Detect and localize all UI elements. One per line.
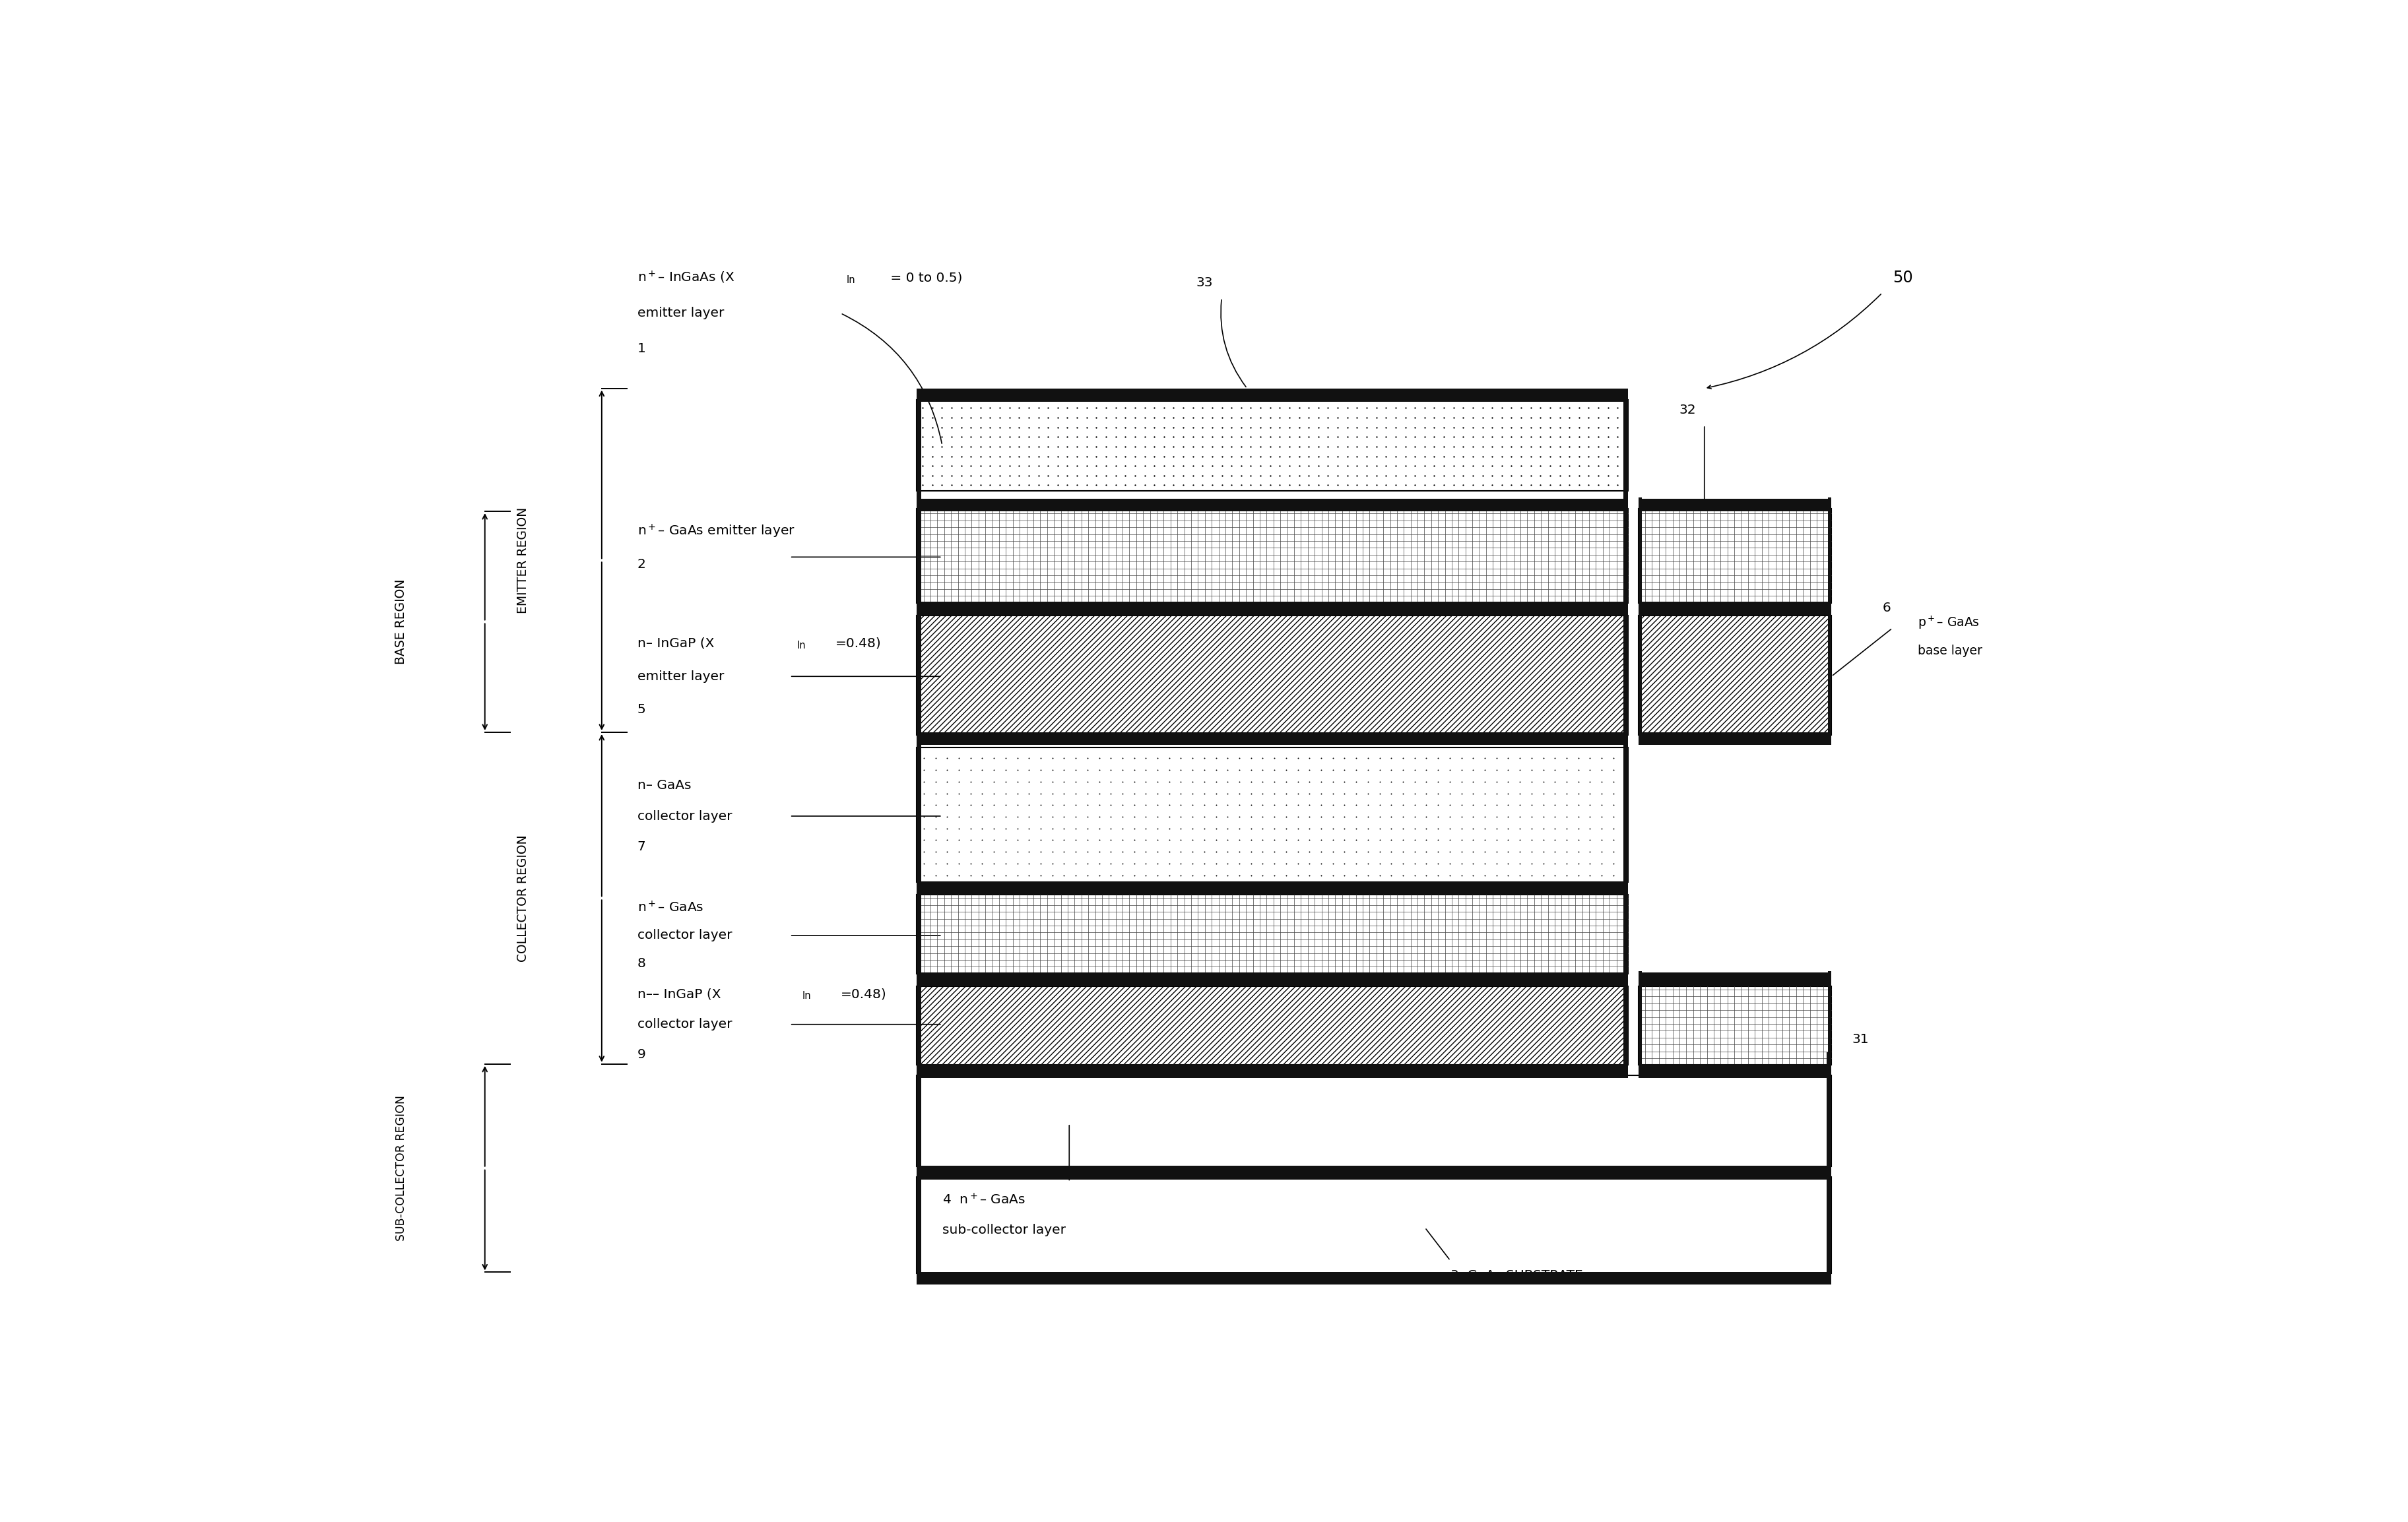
Text: emitter layer: emitter layer [638, 670, 725, 683]
Bar [1637, 603, 1642, 744]
Text: base layer: base layer [1917, 645, 1982, 658]
Text: n$^+$– GaAs emitter layer: n$^+$– GaAs emitter layer [638, 524, 795, 540]
Text: 32: 32 [1678, 403, 1695, 416]
Text: BASE REGION: BASE REGION [395, 580, 407, 665]
Bar [1637, 1064, 1832, 1078]
Bar [917, 1052, 922, 1285]
Text: 6: 6 [1883, 601, 1890, 613]
Bar [1828, 498, 1832, 615]
Bar [917, 508, 1628, 603]
Text: 4  n$^+$– GaAs: 4 n$^+$– GaAs [942, 1193, 1026, 1207]
Text: In: In [797, 641, 807, 650]
Bar [917, 747, 1628, 883]
Text: 33: 33 [1197, 277, 1214, 289]
Text: 1: 1 [638, 342, 645, 355]
Text: p$^+$– GaAs: p$^+$– GaAs [1917, 615, 1979, 632]
Text: 8: 8 [638, 957, 645, 970]
Bar [1828, 603, 1832, 744]
Bar [1637, 741, 1832, 744]
Text: 5: 5 [638, 703, 645, 715]
Bar [917, 1075, 1832, 1167]
Bar [917, 1166, 1832, 1180]
Bar [917, 1272, 1832, 1285]
Bar [917, 615, 1628, 735]
Bar [1637, 615, 1832, 735]
Text: In: In [848, 275, 855, 285]
Bar [917, 1272, 1832, 1285]
Text: 7: 7 [638, 840, 645, 852]
Text: emitter layer: emitter layer [638, 307, 725, 320]
Text: n– InGaP (X: n– InGaP (X [638, 638, 715, 650]
Text: EMITTER REGION: EMITTER REGION [518, 507, 530, 613]
Text: n$^+$– InGaAs (X: n$^+$– InGaAs (X [638, 269, 734, 285]
Text: = 0 to 0.5): = 0 to 0.5) [886, 271, 963, 285]
Text: n$^+$– GaAs: n$^+$– GaAs [638, 901, 703, 915]
Text: 2: 2 [638, 559, 645, 571]
Bar [1637, 732, 1832, 744]
Bar [1828, 971, 1832, 1078]
Bar [1637, 971, 1642, 1078]
Bar [917, 400, 1628, 492]
Bar [1637, 612, 1832, 615]
Text: 3  GaAs SUBSTRATE: 3 GaAs SUBSTRATE [1450, 1269, 1582, 1282]
Bar [1637, 601, 1832, 615]
Bar [1828, 1052, 1832, 1285]
Text: SUB-COLLECTOR REGION: SUB-COLLECTOR REGION [395, 1096, 407, 1240]
Text: =0.48): =0.48) [836, 638, 881, 650]
Text: In: In [802, 991, 811, 1000]
Text: =0.48): =0.48) [840, 988, 886, 1000]
Bar [1637, 601, 1832, 615]
Bar [917, 388, 922, 1065]
Bar [1637, 499, 1832, 511]
Text: collector layer: collector layer [638, 810, 732, 822]
Bar [1637, 973, 1832, 986]
Bar [1637, 986, 1832, 1065]
Bar [917, 601, 1628, 615]
Text: 31: 31 [1852, 1033, 1869, 1046]
Bar [917, 895, 1628, 974]
Bar [917, 986, 1628, 1065]
Bar [917, 1177, 1832, 1274]
Bar [917, 881, 1628, 895]
Text: 9: 9 [638, 1049, 645, 1061]
Bar [1623, 388, 1628, 1065]
Text: collector layer: collector layer [638, 930, 732, 942]
Bar [1637, 508, 1832, 603]
Text: 50: 50 [1893, 269, 1912, 286]
Bar [917, 732, 1628, 744]
Bar [917, 388, 1628, 402]
Text: sub-collector layer: sub-collector layer [942, 1224, 1067, 1236]
Bar [1637, 1075, 1832, 1078]
Text: n– GaAs: n– GaAs [638, 779, 691, 791]
Bar [917, 1064, 1628, 1078]
Bar [917, 973, 1628, 986]
Bar [917, 499, 1628, 511]
Text: n–– InGaP (X: n–– InGaP (X [638, 988, 720, 1000]
Text: COLLECTOR REGION: COLLECTOR REGION [518, 834, 530, 962]
Bar [1637, 498, 1642, 615]
Text: collector layer: collector layer [638, 1018, 732, 1030]
